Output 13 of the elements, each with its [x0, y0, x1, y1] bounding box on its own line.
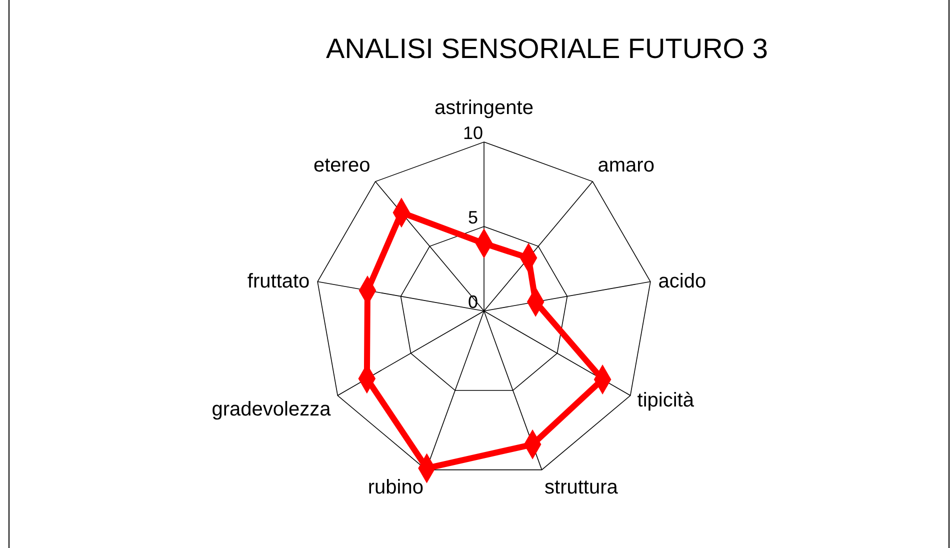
- y-tick-label: 5: [468, 208, 478, 228]
- y-tick-label: 0: [468, 292, 478, 312]
- spoke-label: tipicità: [637, 390, 695, 412]
- spoke-label: amaro: [598, 154, 654, 176]
- spoke-label: fruttato: [247, 270, 310, 292]
- spoke-label: struttura: [544, 476, 619, 498]
- y-tick-label: 10: [462, 123, 484, 143]
- chart-title: ANALISI SENSORIALE FUTURO 3: [326, 33, 768, 64]
- spoke-label: astringente: [434, 97, 534, 119]
- spoke-label: gradevolezza: [212, 398, 332, 420]
- spoke-label: rubino: [368, 476, 424, 498]
- spoke-label: acido: [658, 270, 706, 292]
- spoke-label: etereo: [314, 154, 370, 176]
